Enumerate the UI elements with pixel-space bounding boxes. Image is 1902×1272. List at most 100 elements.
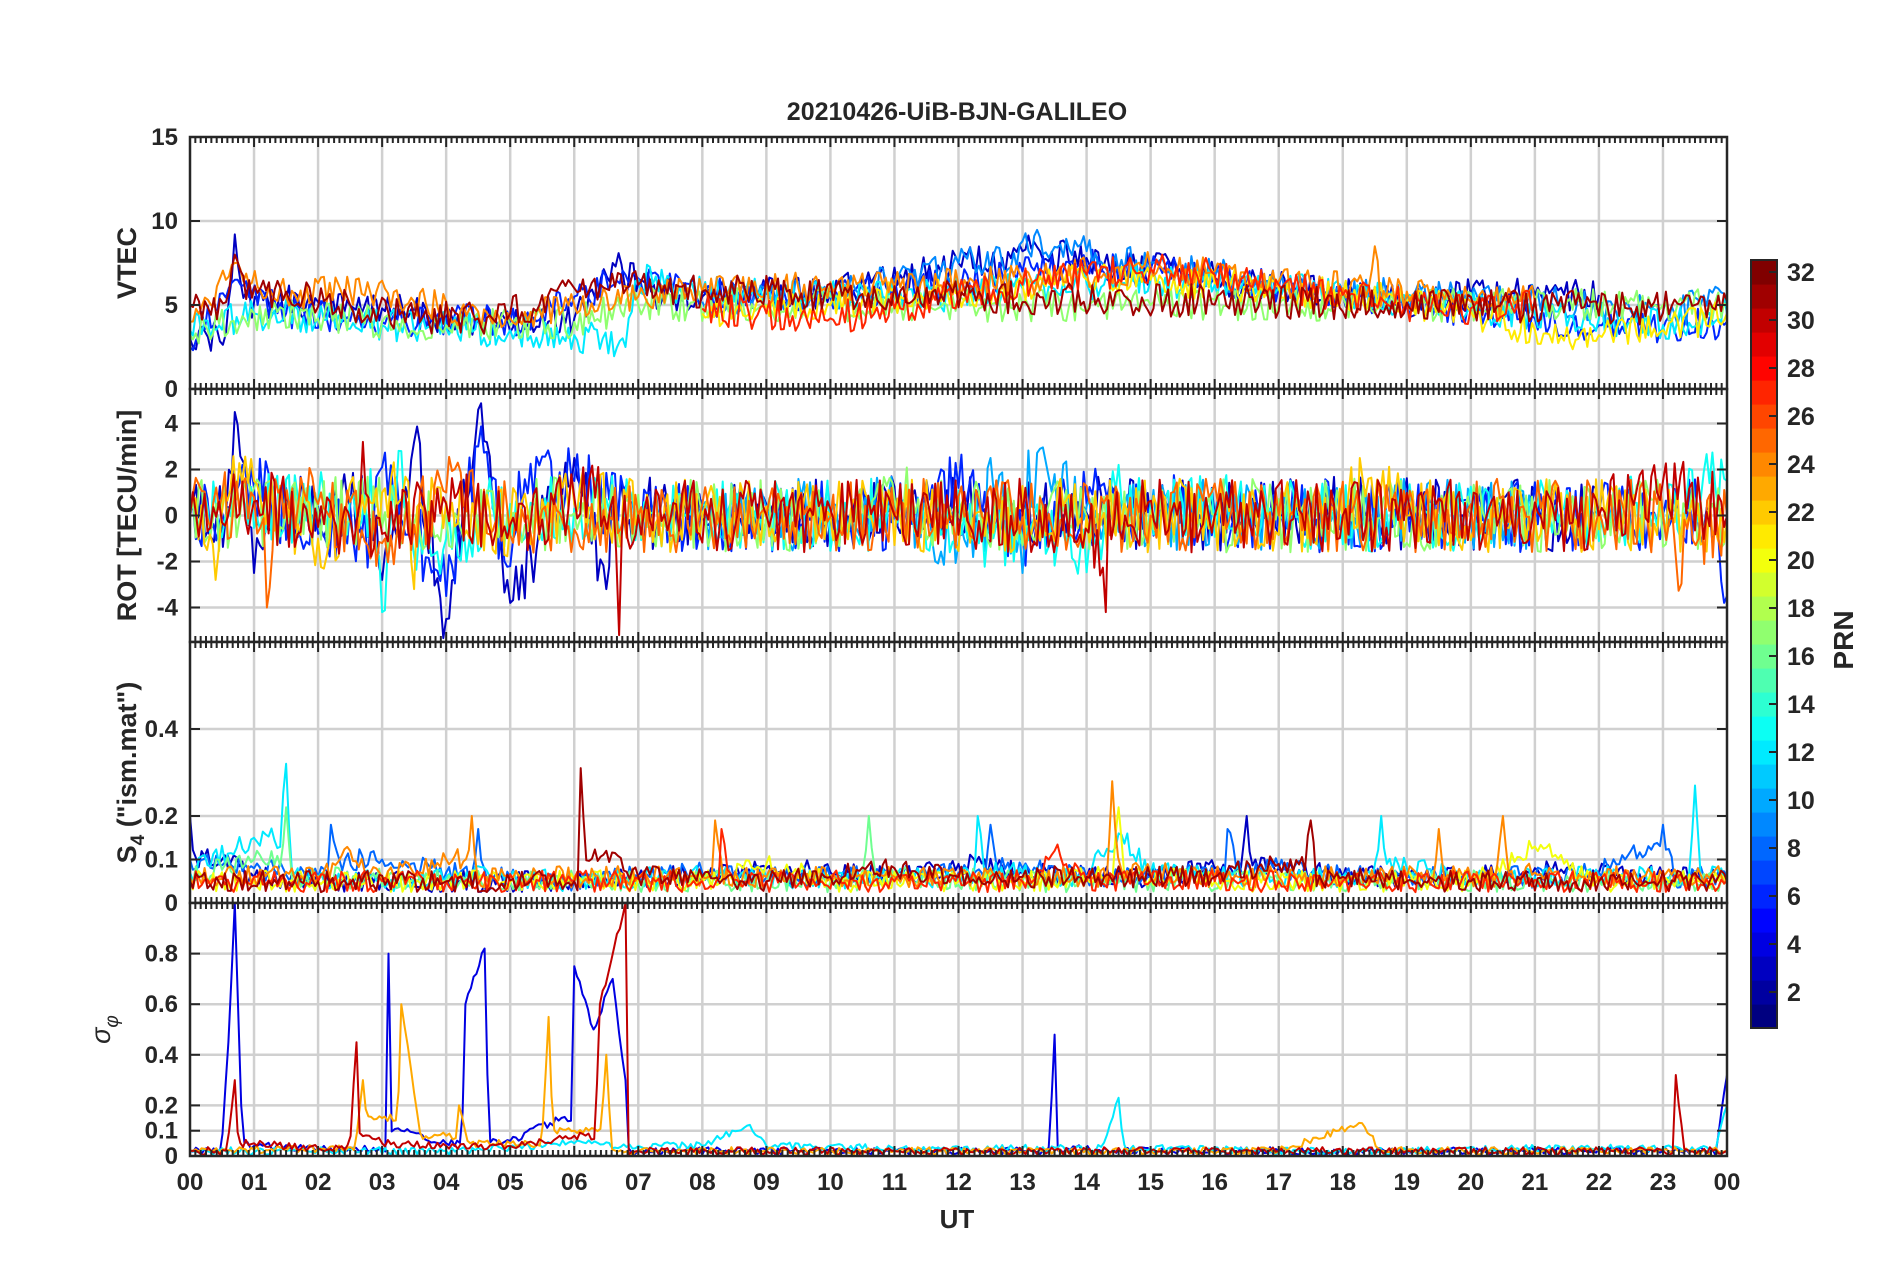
y-tick-label: 0.1 — [145, 1118, 178, 1145]
colorbar-segment — [1751, 476, 1777, 501]
x-tick-label: 23 — [1650, 1169, 1677, 1196]
series-line-prn-24 — [190, 245, 1536, 329]
colorbar-segment — [1751, 812, 1777, 837]
x-axis-label: UT — [940, 1204, 975, 1234]
colorbar-frame — [1750, 259, 1778, 1029]
x-tick-label: 22 — [1586, 1169, 1613, 1196]
series-line-prn-25 — [190, 455, 1727, 609]
colorbar-segment — [1751, 380, 1777, 405]
series-line-prn-13 — [190, 449, 1727, 614]
colorbar-tick-label: 8 — [1787, 835, 1801, 863]
colorbar-tick-label: 30 — [1787, 307, 1815, 335]
x-tick-label: 16 — [1201, 1169, 1228, 1196]
y-tick-label: 0.2 — [145, 1092, 178, 1119]
grid — [190, 903, 1727, 1156]
axis-ticks — [189, 389, 1728, 642]
colorbar-tick-label: 10 — [1787, 787, 1815, 815]
series-group — [190, 402, 1727, 640]
series-group — [190, 762, 1727, 894]
colorbar-segment — [1751, 620, 1777, 645]
colorbar-tick-label: 32 — [1787, 259, 1815, 287]
panel-4: 00.10.2 0.4 0.6 0.8 σφ — [86, 901, 1729, 1170]
x-tick-label: 10 — [817, 1169, 844, 1196]
series-line-prn-21 — [701, 263, 1727, 351]
x-tick-label: 20 — [1457, 1169, 1484, 1196]
x-tick-labels: 00 01 02 03 04 05 06 07 08 09 10 11 12 13 14 15 16 17 18 19… — [177, 1169, 1741, 1196]
colorbar-tick-label: 24 — [1787, 451, 1815, 479]
colorbar-tick-label: 12 — [1787, 739, 1815, 767]
x-tick-label: 02 — [305, 1169, 332, 1196]
panel-1: 0 5 10 15 VTEC — [112, 124, 1729, 403]
y-axis-label-rest: ("ism.mat") — [112, 682, 142, 835]
y-axis-label: σφ — [86, 1015, 123, 1044]
colorbar-tick-label: 22 — [1787, 499, 1815, 527]
x-tick-label: 01 — [241, 1169, 268, 1196]
colorbar-tick-label: 2 — [1787, 979, 1801, 1007]
y-tick-label: 0.6 — [145, 991, 178, 1018]
colorbar-segment — [1751, 956, 1777, 981]
x-tick-label: 12 — [945, 1169, 972, 1196]
series-line-prn-27 — [701, 253, 1536, 333]
x-tick-label: 13 — [1009, 1169, 1036, 1196]
x-tick-label: 17 — [1265, 1169, 1292, 1196]
figure-title: 20210426-UiB-BJN-GALILEO — [787, 98, 1127, 126]
y-tick-label: 0.2 — [145, 803, 178, 830]
y-tick-label: 15 — [151, 124, 178, 151]
panel-3: 00.10.20.4S4 ("ism.mat") — [112, 640, 1729, 917]
x-tick-label: 06 — [561, 1169, 588, 1196]
y-axis-label: S4 ("ism.mat") — [112, 682, 149, 864]
colorbar-segment — [1751, 908, 1777, 933]
y-tick-label: 5 — [165, 292, 178, 319]
y-tick-label: 0.1 — [145, 847, 178, 874]
x-tick-label: 14 — [1073, 1169, 1100, 1196]
x-tick-label: 19 — [1393, 1169, 1420, 1196]
colorbar-segment — [1751, 428, 1777, 453]
colorbar-segment — [1751, 860, 1777, 885]
y-axis-label: ROT [TECU/min] — [112, 410, 142, 621]
colorbar-segment — [1751, 668, 1777, 693]
x-tick-label: 08 — [689, 1169, 716, 1196]
colorbar-segment — [1751, 524, 1777, 549]
y-axis-label-main: S — [112, 845, 142, 863]
series-line-prn-31 — [190, 767, 1727, 894]
panel-2: -4 -2 0 2 4 ROT [TECU/min] — [112, 387, 1729, 644]
y-tick-label: 0 — [165, 503, 178, 530]
y-tick-label: 2 — [165, 457, 178, 484]
x-tick-label: 21 — [1522, 1169, 1549, 1196]
y-axis-label-subscript: 4 — [128, 834, 149, 845]
y-tick-label: 0.4 — [145, 716, 179, 743]
colorbar-segment — [1751, 572, 1777, 597]
y-tick-label: 0 — [165, 1143, 178, 1170]
x-tick-label: 00 — [177, 1169, 204, 1196]
y-tick-label: -4 — [157, 595, 179, 622]
y-axis-label-subscript: φ — [102, 1015, 123, 1027]
x-tick-label: 18 — [1329, 1169, 1356, 1196]
x-tick-label: 00 — [1714, 1169, 1741, 1196]
colorbar-segment — [1751, 332, 1777, 357]
x-tick-label: 03 — [369, 1169, 396, 1196]
axis-ticks — [189, 903, 1728, 1157]
y-tick-label: 0 — [165, 376, 178, 403]
colorbar-label: PRN — [1828, 610, 1859, 669]
series-group — [190, 228, 1727, 358]
y-axis-label-main: σ — [86, 1026, 116, 1044]
colorbar-tick-label: 4 — [1787, 931, 1801, 959]
y-tick-label: 0.4 — [145, 1042, 179, 1069]
colorbar-tick-label: 18 — [1787, 595, 1815, 623]
series-line-prn-30 — [190, 440, 1727, 637]
colorbar-tick-label: 14 — [1787, 691, 1815, 719]
x-tick-label: 09 — [753, 1169, 780, 1196]
series-line-prn-31 — [190, 253, 1727, 335]
colorbar-tick-label: 6 — [1787, 883, 1801, 911]
colorbar-tick-label: 16 — [1787, 643, 1815, 671]
colorbar-segment — [1751, 716, 1777, 741]
colorbar-segment — [1751, 764, 1777, 789]
colorbar-tick-label: 20 — [1787, 547, 1815, 575]
y-tick-label: 4 — [165, 411, 179, 438]
x-tick-label: 07 — [625, 1169, 652, 1196]
x-tick-label: 11 — [882, 1169, 907, 1196]
y-tick-label: 0.8 — [145, 941, 178, 968]
